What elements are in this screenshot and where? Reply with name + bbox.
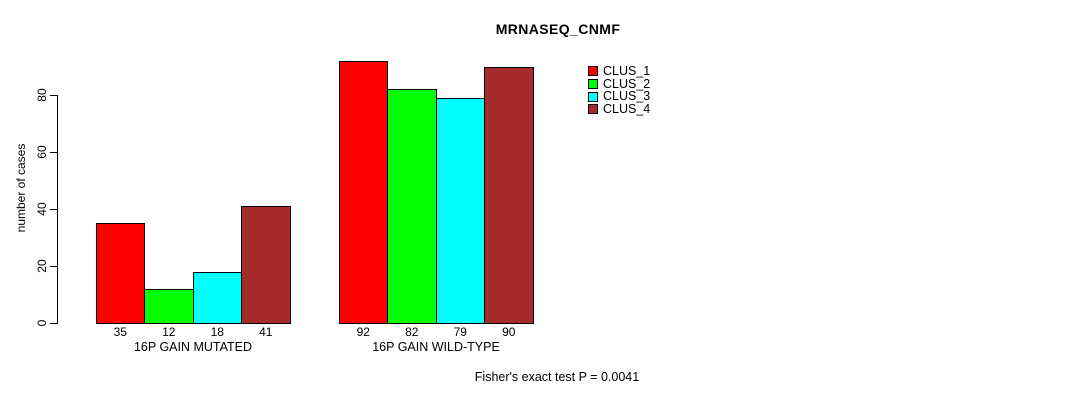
bar-value-label: 12	[162, 325, 176, 339]
legend-row-clus_1: CLUS_1	[588, 65, 650, 78]
bar-clus_1-group2	[338, 60, 388, 324]
bar-clus_2-group1	[144, 288, 194, 324]
legend-label: CLUS_3	[603, 89, 651, 104]
y-axis-line	[57, 95, 58, 324]
bar-value-label: 35	[113, 325, 127, 339]
y-tick-label: 0	[35, 319, 49, 327]
y-tick-mark	[50, 323, 57, 324]
legend-row-clus_3: CLUS_3	[588, 90, 650, 103]
y-tick-label: 60	[35, 145, 49, 159]
y-tick-mark	[50, 95, 57, 96]
legend-label: CLUS_2	[603, 76, 651, 91]
legend-row-clus_2: CLUS_2	[588, 76, 651, 91]
group-label: 16P GAIN MUTATED	[133, 340, 253, 354]
y-tick-mark	[50, 266, 57, 267]
bar-value-label: 41	[259, 325, 273, 339]
bar-value-label: 82	[405, 325, 419, 339]
legend-label: CLUS_1	[603, 64, 651, 78]
bar-clus_2-group2	[387, 89, 437, 324]
chart-title: MRNASEQ_CNMF	[495, 21, 621, 37]
y-tick-mark	[50, 209, 57, 210]
y-tick-label: 20	[35, 259, 49, 273]
bar-clus_4-group2	[484, 66, 534, 324]
legend-swatch-icon	[588, 91, 598, 102]
legend-swatch-icon	[588, 66, 598, 77]
legend-row-clus_4: CLUS_4	[588, 103, 650, 116]
y-axis-label: number of cases	[14, 143, 28, 233]
y-tick-label: 80	[35, 88, 49, 102]
y-tick-label: 40	[35, 202, 49, 216]
annotation-text: Fisher's exact test P = 0.0041	[474, 370, 640, 384]
legend-swatch-icon	[588, 104, 598, 115]
bar-clus_4-group1	[241, 206, 291, 324]
legend-label: CLUS_4	[603, 102, 651, 117]
bar-value-label: 90	[502, 325, 516, 339]
bar-value-label: 79	[453, 325, 467, 339]
y-tick-mark	[50, 152, 57, 153]
bar-value-label: 18	[210, 325, 224, 339]
group-label: 16P GAIN WILD-TYPE	[372, 340, 500, 354]
bar-value-label: 92	[356, 325, 370, 339]
legend-swatch-icon	[588, 79, 598, 90]
bar-clus_3-group2	[435, 97, 485, 324]
bar-clus_3-group1	[192, 271, 242, 324]
legend: CLUS_1 CLUS_2 CLUS_3 CLUS_4	[588, 65, 650, 116]
bar-clus_1-group1	[95, 223, 145, 324]
